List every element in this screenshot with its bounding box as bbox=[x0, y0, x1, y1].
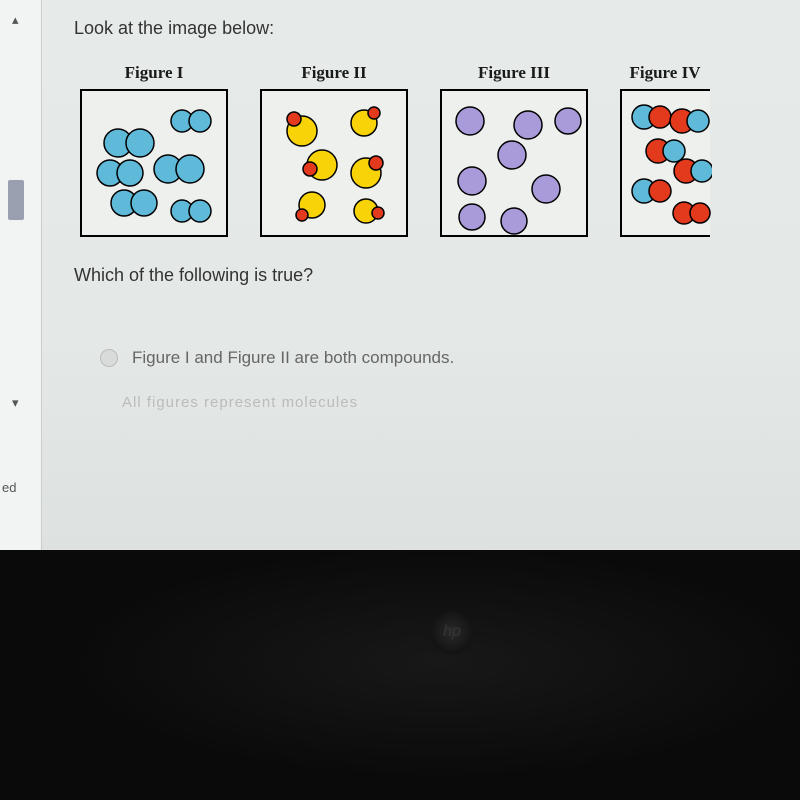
scroll-thumb[interactable] bbox=[8, 180, 24, 220]
figure-box bbox=[80, 89, 228, 237]
answer-option-1[interactable]: Figure I and Figure II are both compound… bbox=[100, 348, 800, 368]
figure-box bbox=[260, 89, 408, 237]
figures-row: Figure I Figure II Figure III Figure IV bbox=[80, 63, 800, 237]
scroll-up-icon[interactable]: ▴ bbox=[12, 12, 19, 28]
question-text: Which of the following is true? bbox=[74, 265, 800, 286]
figure-box bbox=[620, 89, 710, 237]
question-panel: ▴ ▾ ed Look at the image below: Figure I… bbox=[0, 0, 800, 550]
left-sidebar: ▴ ▾ ed bbox=[0, 0, 42, 550]
figure-label: Figure III bbox=[478, 63, 550, 83]
sidebar-fragment-label: ed bbox=[2, 480, 16, 495]
figure-block-3: Figure III bbox=[440, 63, 588, 237]
figure-box bbox=[440, 89, 588, 237]
prompt-text: Look at the image below: bbox=[62, 0, 800, 39]
option-1-text: Figure I and Figure II are both compound… bbox=[132, 348, 454, 368]
main-content: Look at the image below: Figure IFigure … bbox=[62, 0, 800, 411]
hp-logo-icon: hp bbox=[430, 610, 474, 654]
monitor-bezel: hp bbox=[0, 550, 800, 800]
figure-label: Figure IV bbox=[630, 63, 701, 83]
figure-block-2: Figure II bbox=[260, 63, 408, 237]
figure-label: Figure I bbox=[125, 63, 184, 83]
figure-label: Figure II bbox=[301, 63, 366, 83]
radio-icon[interactable] bbox=[100, 349, 118, 367]
option-2-faded: All figures represent molecules bbox=[122, 394, 800, 411]
scroll-down-icon[interactable]: ▾ bbox=[12, 395, 19, 411]
figure-block-4: Figure IV bbox=[620, 63, 710, 237]
figure-block-1: Figure I bbox=[80, 63, 228, 237]
